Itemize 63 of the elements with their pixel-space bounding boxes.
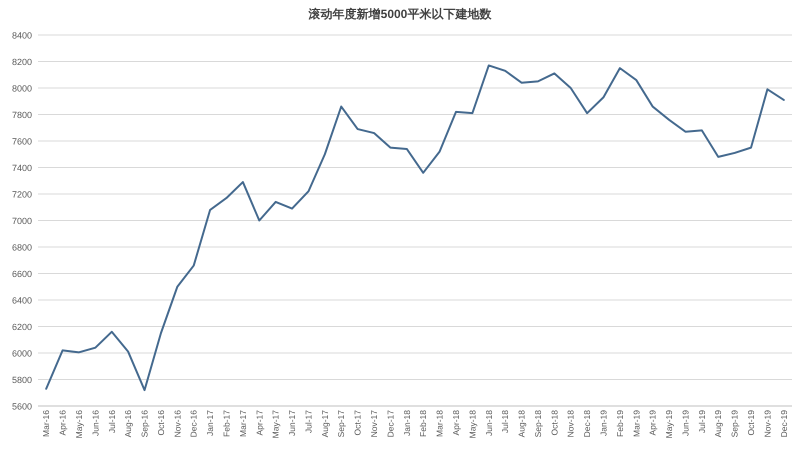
x-tick-label: Sep-17 (336, 410, 346, 438)
y-tick-label: 6800 (12, 242, 32, 252)
line-series (45, 64, 785, 392)
x-tick-label: Dec-16 (188, 410, 199, 438)
x-tick-label: Mar-18 (434, 410, 445, 437)
x-tick-label: Dec-17 (385, 410, 396, 438)
x-tick-label: Jul-19 (696, 410, 707, 434)
x-tick-label: Feb-18 (418, 410, 428, 437)
y-tick-label: 8200 (12, 57, 32, 67)
x-tick-label: Jan-17 (205, 410, 216, 436)
x-tick-label: Aug-19 (713, 410, 724, 438)
x-tick-label: Feb-17 (222, 410, 232, 437)
x-tick-label: Oct-16 (156, 410, 166, 436)
x-tick-label: Aug-17 (320, 410, 330, 438)
x-tick-label: Aug-18 (516, 410, 527, 438)
x-tick-label: Jul-17 (303, 410, 314, 434)
y-tick-label: 6400 (12, 296, 32, 306)
x-tick-label: Jan-19 (598, 410, 608, 436)
x-tick-label: Apr-17 (254, 410, 264, 436)
y-tick-label: 6600 (12, 269, 32, 279)
x-tick-label: Dec-18 (582, 410, 592, 438)
x-tick-label: Apr-16 (58, 410, 68, 436)
x-tick-label: Mar-16 (41, 410, 52, 437)
x-tick-label: May-19 (664, 410, 674, 438)
x-tick-label: Jul-16 (106, 410, 117, 434)
x-tick-label: May-17 (270, 410, 281, 438)
x-tick-label: Apr-18 (450, 410, 461, 436)
x-tick-label: Nov-16 (172, 410, 182, 438)
x-tick-label: Feb-19 (614, 410, 625, 437)
x-tick-label: Mar-17 (238, 410, 248, 437)
x-tick-label: Jun-17 (287, 410, 298, 436)
y-tick-label: 8400 (12, 30, 32, 40)
x-tick-label: Oct-19 (746, 410, 756, 436)
y-tick-label: 8000 (12, 84, 32, 94)
x-tick-label: Jan-18 (402, 410, 412, 436)
x-tick-label: Oct-17 (352, 410, 363, 436)
x-tick-label: Nov-19 (762, 410, 772, 438)
x-tick-label: Oct-18 (549, 410, 560, 436)
x-tick-label: Sep-18 (532, 410, 543, 438)
x-tick-label: Jun-16 (90, 410, 100, 436)
y-tick-label: 6000 (12, 348, 32, 358)
y-tick-label: 7000 (12, 216, 32, 226)
x-tick-label: Jul-18 (500, 410, 510, 434)
x-tick-label: Apr-19 (648, 410, 658, 436)
y-tick-label: 7800 (12, 110, 32, 120)
x-tick-label: Nov-17 (369, 410, 380, 438)
y-tick-label: 7400 (12, 163, 32, 173)
y-tick-label: 5600 (12, 402, 32, 412)
y-tick-label: 5800 (12, 375, 32, 385)
y-tick-label: 6200 (12, 322, 32, 332)
x-tick-label: Nov-18 (566, 410, 576, 438)
x-tick-label: Dec-19 (778, 410, 789, 438)
y-tick-label: 7600 (12, 136, 32, 146)
chart-title: 滚动年度新增5000平米以下建地数 (308, 7, 492, 21)
x-tick-label: Sep-16 (140, 410, 150, 438)
x-tick-label: May-16 (74, 410, 84, 438)
x-tick-label: May-18 (467, 410, 478, 438)
y-tick-label: 7200 (12, 190, 32, 200)
x-tick-label: Jun-19 (680, 410, 690, 436)
x-tick-label: Aug-16 (123, 410, 134, 438)
x-tick-label: Jun-18 (484, 410, 494, 436)
x-tick-label: Sep-19 (730, 410, 740, 438)
x-tick-label: Mar-19 (631, 410, 642, 437)
